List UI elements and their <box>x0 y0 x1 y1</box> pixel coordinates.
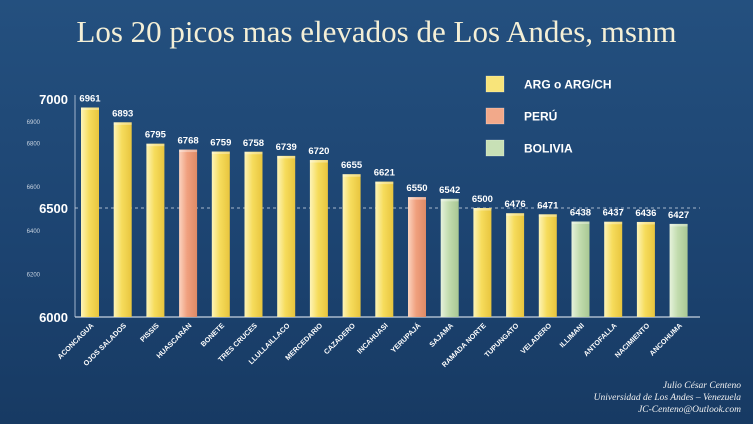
value-label-ancohuma: 6427 <box>668 210 689 221</box>
value-label-incahuasi: 6621 <box>374 168 396 179</box>
value-label-huascar-n: 6768 <box>178 136 199 147</box>
bar-antofalla <box>604 221 623 317</box>
bar-yerupaj- <box>408 197 426 317</box>
value-label-nacimiento: 6436 <box>635 208 656 219</box>
bar-top-highlight-antofalla <box>604 221 623 225</box>
bar-cazadero <box>342 174 361 317</box>
bar-mercedario <box>309 160 328 317</box>
bar-bonete <box>211 151 230 317</box>
bar-top-highlight-llullaillaco <box>277 155 296 159</box>
bar-top-highlight-veladero <box>538 214 557 217</box>
y-minor-tick-label-6600: 6600 <box>27 185 41 191</box>
bar-top-highlight-pissis <box>146 143 165 147</box>
y-tick-label-7000: 7000 <box>39 92 68 107</box>
value-label-cazadero: 6655 <box>341 160 363 171</box>
y-tick-label-6000: 6000 <box>39 310 68 325</box>
chart-title: Los 20 picos mas elevados de Los Andes, … <box>76 14 677 49</box>
credit-email: JC-Centeno@Outlook.com <box>638 405 741 415</box>
bar-illimani <box>571 221 590 317</box>
category-label-ancohuma: ANCOHUMA <box>647 321 684 358</box>
category-label-yerupaj-: YERUPAJÁ <box>389 321 423 355</box>
bar-top-highlight-illimani <box>571 221 590 225</box>
legend-swatch-arg <box>485 75 505 93</box>
y-minor-tick-label-6800: 6800 <box>27 142 41 148</box>
bar-nacimiento <box>636 221 655 317</box>
category-label-sajama: SAJAMA <box>427 321 455 349</box>
bar-top-highlight-sajama <box>440 198 459 202</box>
bar-ancohuma <box>669 223 688 317</box>
value-label-antofalla: 6437 <box>603 208 624 219</box>
bar-top-highlight-bonete <box>211 151 230 155</box>
bar-top-highlight-ojos-salados <box>113 122 132 125</box>
value-label-sajama: 6542 <box>439 185 460 196</box>
value-label-veladero: 6471 <box>537 200 559 211</box>
bar-incahuasi <box>375 181 394 317</box>
bar-huascar-n <box>179 149 198 317</box>
y-minor-tick-label-6900: 6900 <box>27 120 41 126</box>
bar-top-highlight-ancohuma <box>669 223 688 227</box>
value-label-tupungato: 6476 <box>505 199 526 210</box>
bar-tupungato <box>506 213 525 317</box>
category-label-veladero: VELADERO <box>519 321 554 356</box>
bar-aconcagua <box>81 107 99 317</box>
credit-affiliation: Universidad de Los Andes – Venezuela <box>593 393 741 403</box>
bar-sajama <box>440 198 459 317</box>
bar-llullaillaco <box>277 155 296 317</box>
legend-swatch-bolivia <box>485 139 505 157</box>
value-label-tres-cruces: 6758 <box>243 138 264 149</box>
bar-top-highlight-cazadero <box>342 174 361 177</box>
legend-label-bolivia: BOLIVIA <box>524 142 573 156</box>
bar-top-highlight-yerupaj- <box>408 197 426 200</box>
category-label-illimani: ILLIMANI <box>558 321 586 349</box>
value-label-pissis: 6795 <box>145 130 167 141</box>
legend-label-arg: ARG o ARG/CH <box>524 78 612 92</box>
y-tick-label-6500: 6500 <box>39 201 68 216</box>
bar-top-highlight-aconcagua <box>81 107 99 111</box>
category-label-tupungato: TUPUNGATO <box>482 321 520 359</box>
bar-top-highlight-huascar-n <box>179 149 198 153</box>
y-minor-tick-label-6400: 6400 <box>27 229 41 235</box>
bar-tres-cruces <box>244 151 263 317</box>
legend-label-peru: PERÚ <box>524 109 557 124</box>
value-label-ramada-norte: 6500 <box>472 194 493 205</box>
value-label-llullaillaco: 6739 <box>276 142 297 153</box>
credit-author: Julio César Centeno <box>662 381 741 391</box>
bar-top-highlight-nacimiento <box>636 221 655 225</box>
category-label-cazadero: CAZADERO <box>322 321 357 356</box>
bar-ojos-salados <box>113 122 132 318</box>
bar-top-highlight-tupungato <box>506 213 525 216</box>
value-label-ojos-salados: 6893 <box>112 108 133 119</box>
y-minor-tick-label-6200: 6200 <box>27 272 41 278</box>
value-label-bonete: 6759 <box>210 138 231 149</box>
bar-top-highlight-ramada-norte <box>473 208 492 211</box>
legend-swatch-peru <box>485 107 505 125</box>
bar-veladero <box>538 214 557 317</box>
category-label-nacimiento: NACIMIENTO <box>613 321 652 360</box>
category-label-incahuasi: INCAHUASI <box>355 321 390 356</box>
credits: Julio César Centeno Universidad de Los A… <box>594 380 741 416</box>
value-label-yerupaj-: 6550 <box>406 183 427 194</box>
category-label-bonete: BONETE <box>199 321 227 349</box>
bar-pissis <box>146 143 165 317</box>
value-label-illimani: 6438 <box>570 208 591 219</box>
bar-top-highlight-incahuasi <box>375 181 394 185</box>
category-label-pissis: PISSIS <box>138 321 161 344</box>
bar-top-highlight-mercedario <box>309 160 328 163</box>
value-label-aconcagua: 6961 <box>79 94 101 105</box>
bar-ramada-norte <box>473 208 492 317</box>
value-label-mercedario: 6720 <box>308 146 329 157</box>
bar-top-highlight-tres-cruces <box>244 151 263 155</box>
